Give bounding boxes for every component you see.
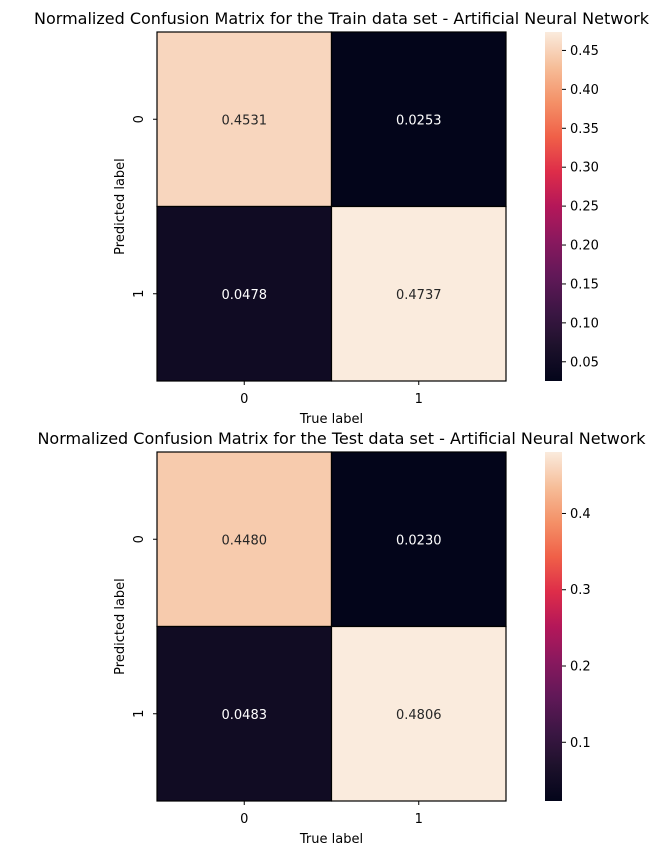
colorbar-tick-label: 0.4 — [570, 507, 591, 522]
x-axis-label: True label — [299, 832, 363, 847]
colorbar-tick-label: 0.10 — [570, 316, 599, 331]
cell-value-label: 0.0478 — [222, 288, 268, 303]
colorbar-tick-label: 0.30 — [570, 161, 599, 176]
cell-value-label: 0.4531 — [222, 113, 268, 128]
x-tick-label: 0 — [240, 812, 248, 827]
y-axis-label: Predicted label — [113, 578, 128, 675]
cell-value-label: 0.4737 — [396, 288, 442, 303]
cell-value-label: 0.0483 — [222, 708, 268, 723]
chart-title: Normalized Confusion Matrix for the Trai… — [34, 9, 650, 28]
cell-value-label: 0.0230 — [396, 533, 442, 548]
cell-value-label: 0.4806 — [396, 708, 442, 723]
colorbar-tick-label: 0.3 — [570, 583, 591, 598]
colorbar-tick-label: 0.05 — [570, 355, 599, 370]
heatmap-cell — [156, 625, 333, 802]
colorbar-tick-label: 0.35 — [570, 122, 599, 137]
y-tick-label: 0 — [132, 535, 147, 543]
x-axis-label: True label — [299, 412, 363, 427]
heatmap-train: Normalized Confusion Matrix for the Trai… — [34, 9, 650, 427]
colorbar — [545, 32, 562, 381]
y-tick-label: 1 — [132, 710, 147, 718]
x-tick-label: 0 — [240, 392, 248, 407]
heatmap-cell — [330, 205, 507, 382]
y-tick-label: 1 — [132, 290, 147, 298]
colorbar-tick-label: 0.15 — [570, 277, 599, 292]
x-tick-label: 1 — [415, 812, 423, 827]
x-tick-label: 1 — [415, 392, 423, 407]
y-tick-label: 0 — [132, 115, 147, 123]
colorbar-tick-label: 0.25 — [570, 200, 599, 215]
heatmap-cell — [156, 205, 333, 382]
colorbar — [545, 452, 562, 801]
colorbar-tick-label: 0.1 — [570, 736, 591, 751]
y-axis-label: Predicted label — [113, 158, 128, 255]
colorbar-tick-label: 0.20 — [570, 239, 599, 254]
chart-title: Normalized Confusion Matrix for the Test… — [37, 429, 646, 448]
heatmap-cell — [330, 31, 507, 208]
heatmap-cell — [156, 451, 333, 628]
heatmap-test: Normalized Confusion Matrix for the Test… — [37, 429, 646, 847]
heatmap-cell — [330, 625, 507, 802]
cell-value-label: 0.4480 — [222, 533, 268, 548]
colorbar-tick-label: 0.40 — [570, 83, 599, 98]
heatmap-cell — [156, 31, 333, 208]
colorbar-tick-label: 0.2 — [570, 660, 591, 675]
cell-value-label: 0.0253 — [396, 113, 442, 128]
colorbar-tick-label: 0.45 — [570, 44, 599, 59]
